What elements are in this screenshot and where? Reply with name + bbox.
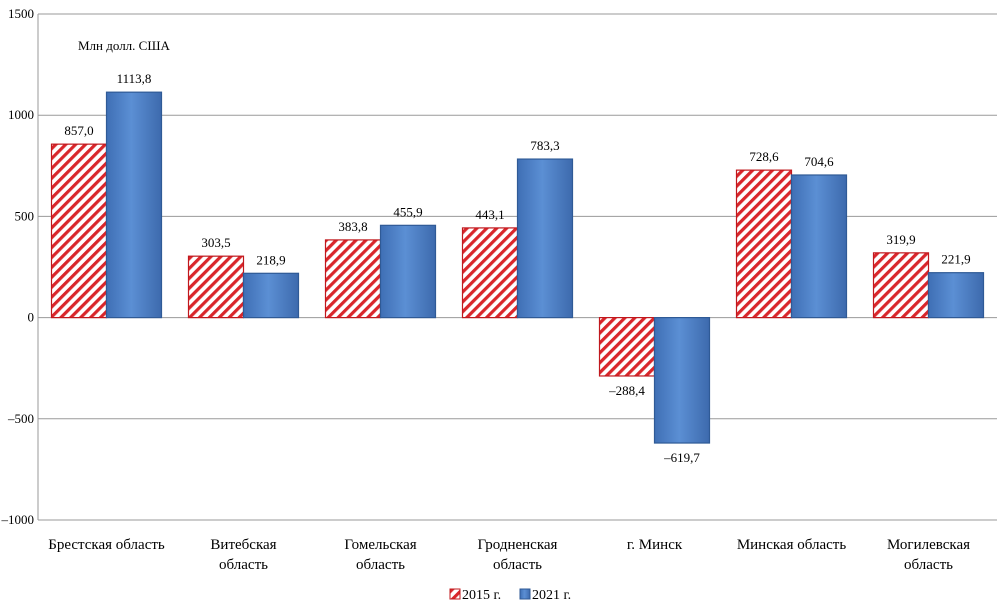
bar-series1 [50, 143, 108, 319]
data-label: 443,1 [475, 207, 504, 222]
legend-label: 2015 г. [462, 588, 501, 603]
category-label: область [493, 557, 542, 573]
data-label: 221,9 [941, 252, 970, 267]
category-label: г. Минск [627, 537, 683, 553]
data-label: 1113,8 [117, 71, 152, 86]
category-label: Минская область [737, 537, 847, 553]
bar-series1 [324, 239, 382, 319]
y-tick-label: 500 [15, 208, 35, 223]
data-labels: 857,0 1113,8 303,5 218,9 383,8 455,9 443,1 783,… [64, 71, 970, 465]
bar-series2 [790, 174, 848, 319]
category-label: область [904, 557, 953, 573]
bar-series2 [516, 158, 574, 319]
y-tick-label: 0 [28, 310, 35, 325]
y-tick-label: 1000 [8, 107, 34, 122]
unit-label: Млн долл. США [78, 38, 170, 53]
bar-series2 [653, 317, 711, 444]
bar-series2 [927, 272, 985, 319]
category-label: Гродненская [478, 537, 558, 553]
data-label: 218,9 [256, 252, 285, 267]
category-label: Могилевская [887, 537, 970, 553]
data-label: 857,0 [64, 123, 93, 138]
data-label: 455,9 [393, 204, 422, 219]
category-label: область [356, 557, 405, 573]
data-label: 303,5 [201, 235, 230, 250]
category-labels: Брестская область Витебская область Гомельс… [48, 537, 970, 573]
category-label: область [219, 557, 268, 573]
bar-series1 [872, 252, 930, 319]
category-label: Брестская область [48, 537, 165, 553]
y-tick-label: –500 [7, 411, 34, 426]
data-label: 728,6 [749, 149, 779, 164]
data-label: 383,8 [338, 219, 367, 234]
data-label: 704,6 [804, 154, 834, 169]
data-label: 319,9 [886, 232, 915, 247]
legend-swatch [519, 588, 531, 600]
bar-series2 [105, 91, 163, 319]
bar-series1 [735, 169, 793, 319]
y-tick-label: 1500 [8, 6, 34, 21]
bar-series2 [242, 272, 300, 319]
category-label: Гомельская [344, 537, 416, 553]
bars [50, 91, 985, 444]
legend-swatch [449, 588, 461, 600]
bar-series2 [379, 224, 437, 319]
data-label: 783,3 [530, 138, 559, 153]
data-label: –619,7 [663, 450, 700, 465]
bar-series1 [461, 227, 519, 319]
data-label: –288,4 [608, 383, 645, 398]
legend-label: 2021 г. [532, 588, 571, 603]
y-tick-label: –1000 [1, 512, 35, 527]
bar-series1 [598, 317, 656, 377]
legend: 2015 г. 2021 г. [449, 588, 571, 603]
bar-series1 [187, 255, 245, 319]
y-axis-ticks: –1000 –500 0 500 1000 1500 [1, 6, 35, 527]
category-label: Витебская [210, 537, 276, 553]
